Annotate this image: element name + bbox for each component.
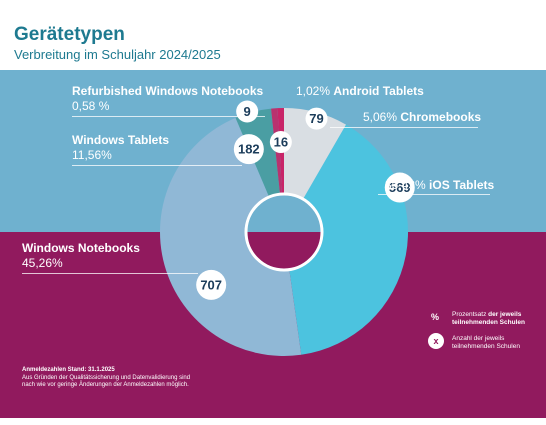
- label-chromebooks: 5,06% Chromebooks: [363, 110, 481, 125]
- legend-percent-symbol: %: [431, 312, 440, 322]
- footer-note-line2: nach wie vor geringe Änderungen der Anme…: [22, 382, 189, 388]
- legend-count-text: Anzahl der jeweils teilnehmenden Schulen: [452, 335, 520, 350]
- badge-circle: [233, 134, 264, 165]
- slice-windows-notebooks: [159, 117, 302, 357]
- count-badge-ios-tablets: 569: [384, 172, 415, 203]
- count-badge-refurbished-windows-notebooks: 9: [236, 100, 259, 123]
- label-percent: 36,43%: [385, 178, 426, 192]
- badge-circle: [269, 131, 292, 154]
- badge-count: 16: [274, 135, 288, 150]
- badge-count: 707: [200, 277, 222, 292]
- legend-count-symbol: x: [428, 333, 444, 349]
- label-name: Windows Tablets: [72, 133, 170, 147]
- badge-circle: [384, 172, 415, 203]
- page-title: Gerätetypen: [14, 24, 125, 45]
- label-name: Android Tablets: [333, 84, 424, 98]
- label-percent: 0,58 %: [72, 99, 110, 113]
- label-name: Refurbished Windows Notebooks: [72, 84, 264, 98]
- badge-count: 9: [244, 104, 251, 119]
- badge-count: 182: [238, 142, 260, 157]
- label-name: Windows Notebooks: [22, 241, 140, 255]
- label-windows-notebooks: Windows Notebooks 45,26%: [22, 241, 140, 271]
- leader-line: [378, 194, 490, 195]
- leader-line: [72, 116, 265, 117]
- label-refurbished-windows-notebooks: Refurbished Windows Notebooks 0,58 %: [72, 84, 263, 114]
- count-badge-windows-tablets: 182: [233, 134, 264, 165]
- leader-line: [330, 127, 478, 128]
- count-badge-android-tablets: 16: [269, 131, 292, 154]
- header: Gerätetypen Verbreitung im Schuljahr 202…: [0, 0, 546, 70]
- legend-percent-text-pre: Prozentsatz: [452, 311, 489, 318]
- label-windows-tablets: Windows Tablets 11,56%: [72, 133, 169, 163]
- count-badge-windows-notebooks: 707: [196, 269, 227, 300]
- page-subtitle: Verbreitung im Schuljahr 2024/2025: [14, 47, 221, 62]
- label-name: iOS Tablets: [429, 178, 495, 192]
- label-percent: 45,26%: [22, 256, 63, 270]
- donut-hole-ring: [244, 192, 324, 272]
- footer-stand: Anmeldezahlen Stand: 31.1.2025: [22, 367, 115, 373]
- badge-circle: [236, 100, 259, 123]
- badge-count: 79: [309, 111, 323, 126]
- count-badge-chromebooks: 79: [305, 107, 328, 130]
- slice-chromebooks: [284, 108, 346, 200]
- label-percent: 5,06%: [363, 110, 398, 124]
- label-percent: 11,56%: [72, 148, 112, 162]
- label-percent: 1,02%: [296, 84, 331, 98]
- legend-percent-text: Prozentsatz der jeweils teilnehmenden Sc…: [452, 311, 544, 327]
- leader-line: [22, 273, 198, 274]
- badge-circle: [305, 107, 328, 130]
- label-name: Chromebooks: [400, 110, 482, 124]
- label-android-tablets: 1,02% Android Tablets: [296, 84, 424, 99]
- label-ios-tablets: 36,43% iOS Tablets: [385, 178, 494, 193]
- badge-count: 569: [389, 180, 411, 195]
- slice-ios-tablets: [289, 124, 408, 355]
- badge-circle: [196, 269, 227, 300]
- leader-line: [72, 165, 242, 166]
- legend-percent-text-bold: der jeweils teilnehmenden Schulen: [452, 311, 525, 326]
- footer-note-line1: Aus Gründen der Qualitätssicherung und D…: [22, 375, 191, 381]
